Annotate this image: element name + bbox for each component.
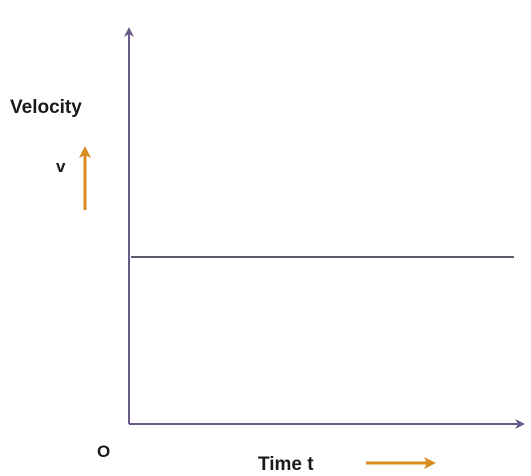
x-axis-label: Time t [258,454,314,475]
y-axis-label: Velocity [10,97,82,118]
y-axis-symbol: v [56,157,66,176]
origin-label: O [97,442,110,461]
